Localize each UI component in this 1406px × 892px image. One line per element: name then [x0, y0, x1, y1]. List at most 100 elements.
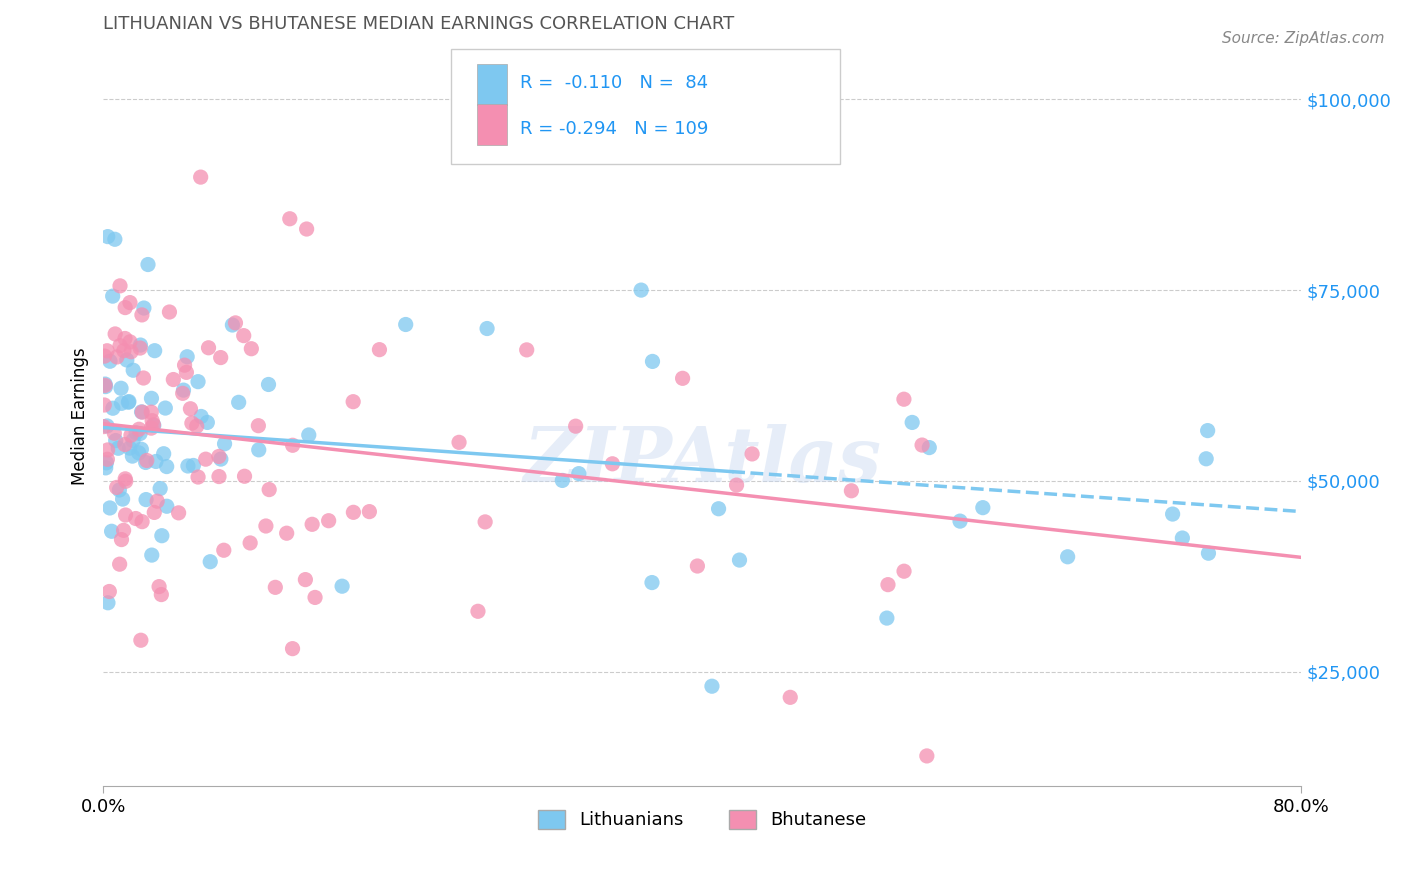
- Point: [176, 365, 198, 379]
- Point: [247, 418, 270, 433]
- Point: [121, 449, 143, 463]
- Point: [232, 328, 254, 343]
- Text: Source: ZipAtlas.com: Source: ZipAtlas.com: [1222, 31, 1385, 46]
- Point: [173, 358, 195, 372]
- Point: [294, 573, 316, 587]
- Point: [114, 472, 136, 486]
- Point: [254, 519, 277, 533]
- Legend: Lithuanians, Bhutanese: Lithuanians, Bhutanese: [530, 803, 873, 837]
- Point: [281, 438, 304, 452]
- Point: [97, 596, 120, 610]
- Point: [118, 394, 141, 409]
- Point: [97, 442, 120, 457]
- Point: [641, 575, 664, 590]
- Point: [128, 422, 150, 436]
- Point: [298, 428, 321, 442]
- Point: [131, 405, 153, 419]
- Point: [122, 363, 145, 377]
- Point: [96, 456, 118, 470]
- Point: [118, 441, 141, 455]
- Point: [98, 500, 121, 515]
- Point: [110, 533, 132, 547]
- Point: [475, 321, 498, 335]
- Point: [686, 559, 709, 574]
- Point: [94, 379, 117, 393]
- Point: [176, 350, 198, 364]
- FancyBboxPatch shape: [477, 104, 508, 145]
- Point: [728, 553, 751, 567]
- Point: [467, 604, 489, 618]
- Point: [359, 505, 381, 519]
- Point: [602, 457, 624, 471]
- Point: [183, 458, 205, 473]
- Point: [98, 354, 121, 368]
- Point: [104, 434, 127, 448]
- Point: [725, 478, 748, 492]
- Point: [1171, 531, 1194, 545]
- Point: [118, 295, 141, 310]
- Point: [141, 548, 163, 562]
- Point: [111, 492, 134, 507]
- Point: [368, 343, 391, 357]
- Point: [156, 500, 179, 514]
- Point: [564, 419, 586, 434]
- Point: [97, 229, 120, 244]
- Point: [105, 350, 128, 364]
- Point: [568, 467, 591, 481]
- Point: [186, 419, 208, 434]
- Point: [129, 633, 152, 648]
- Point: [132, 301, 155, 315]
- Point: [117, 395, 139, 409]
- Point: [876, 611, 898, 625]
- Point: [141, 414, 163, 428]
- Point: [108, 278, 131, 293]
- Point: [142, 418, 165, 433]
- Point: [209, 351, 232, 365]
- Point: [330, 579, 353, 593]
- Point: [187, 375, 209, 389]
- Point: [301, 517, 323, 532]
- Point: [129, 338, 152, 352]
- Point: [779, 690, 801, 705]
- Point: [148, 580, 170, 594]
- FancyBboxPatch shape: [477, 64, 508, 104]
- Text: R = -0.294   N = 109: R = -0.294 N = 109: [520, 120, 709, 137]
- Point: [911, 438, 934, 452]
- Point: [100, 524, 122, 539]
- Point: [110, 396, 132, 410]
- Point: [641, 354, 664, 368]
- Point: [187, 470, 209, 484]
- Point: [112, 343, 135, 358]
- Point: [278, 211, 301, 226]
- Point: [150, 529, 173, 543]
- Point: [901, 416, 924, 430]
- Point: [893, 392, 915, 407]
- Point: [221, 318, 243, 332]
- Point: [120, 344, 142, 359]
- Point: [159, 305, 181, 319]
- Point: [156, 459, 179, 474]
- Point: [190, 170, 212, 185]
- Point: [1197, 546, 1219, 560]
- Point: [105, 480, 128, 494]
- Point: [1056, 549, 1078, 564]
- Point: [108, 557, 131, 571]
- Point: [209, 452, 232, 467]
- Point: [474, 515, 496, 529]
- Point: [103, 426, 125, 441]
- Point: [135, 453, 157, 467]
- Point: [93, 398, 115, 412]
- Point: [177, 458, 200, 473]
- Point: [108, 483, 131, 497]
- Point: [96, 343, 118, 358]
- Point: [131, 442, 153, 457]
- Point: [155, 401, 177, 415]
- Point: [120, 428, 142, 442]
- Point: [112, 524, 135, 538]
- Text: ZIPAtlas: ZIPAtlas: [523, 424, 882, 498]
- Point: [108, 338, 131, 352]
- Point: [150, 588, 173, 602]
- Point: [257, 377, 280, 392]
- Point: [200, 555, 222, 569]
- Point: [98, 584, 121, 599]
